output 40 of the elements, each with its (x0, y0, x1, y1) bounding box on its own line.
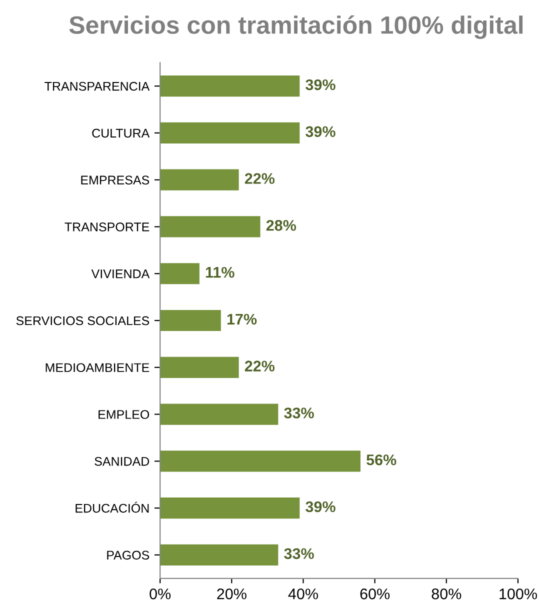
bar (160, 544, 278, 566)
y-tick-label: TRANSPARENCIA (44, 82, 150, 91)
data-label: 33% (284, 548, 314, 560)
data-label: 39% (306, 501, 336, 512)
data-label: 22% (244, 173, 275, 184)
y-tick-label: SERVICIOS SOCIALES (16, 316, 150, 326)
y-tick-label: TRANSPORTE (64, 222, 150, 232)
bar (160, 498, 300, 519)
bar (160, 450, 361, 472)
x-tick-label: 40% (288, 588, 318, 600)
data-label: 11% (206, 266, 234, 278)
bar (160, 122, 300, 144)
bar (160, 76, 300, 97)
data-label: 17% (227, 314, 257, 325)
data-label: 22% (244, 360, 275, 372)
bar (160, 169, 239, 190)
y-tick-label: EMPRESAS (81, 176, 150, 184)
y-tick-label: SANIDAD (94, 456, 150, 466)
chart-title: Servicios con tramitación 100% digital (69, 15, 523, 39)
y-tick-label: PAGOS (107, 550, 150, 560)
data-label: 28% (266, 220, 296, 231)
bar (160, 356, 239, 378)
x-tick-label: 20% (217, 588, 246, 600)
data-label: 56% (366, 454, 396, 466)
y-tick-label: MEDIOAMBIENTE (46, 363, 150, 372)
data-label: 39% (306, 126, 336, 138)
bar (160, 263, 200, 284)
y-tick-label: CULTURA (92, 128, 150, 138)
bar (160, 310, 221, 332)
y-tick-label: EMPLEO (98, 410, 150, 419)
x-tick-label: 100% (500, 588, 537, 600)
data-label: 39% (306, 79, 336, 90)
data-label: 33% (284, 408, 314, 418)
y-tick-label: VIVIENDA (91, 270, 150, 278)
x-tick-label: 80% (432, 588, 462, 600)
y-tick-label: EDUCACIÓN (76, 502, 149, 513)
bar (160, 216, 260, 238)
x-tick-label: 0% (150, 588, 171, 600)
x-tick-label: 60% (360, 588, 390, 600)
bar (160, 404, 278, 425)
